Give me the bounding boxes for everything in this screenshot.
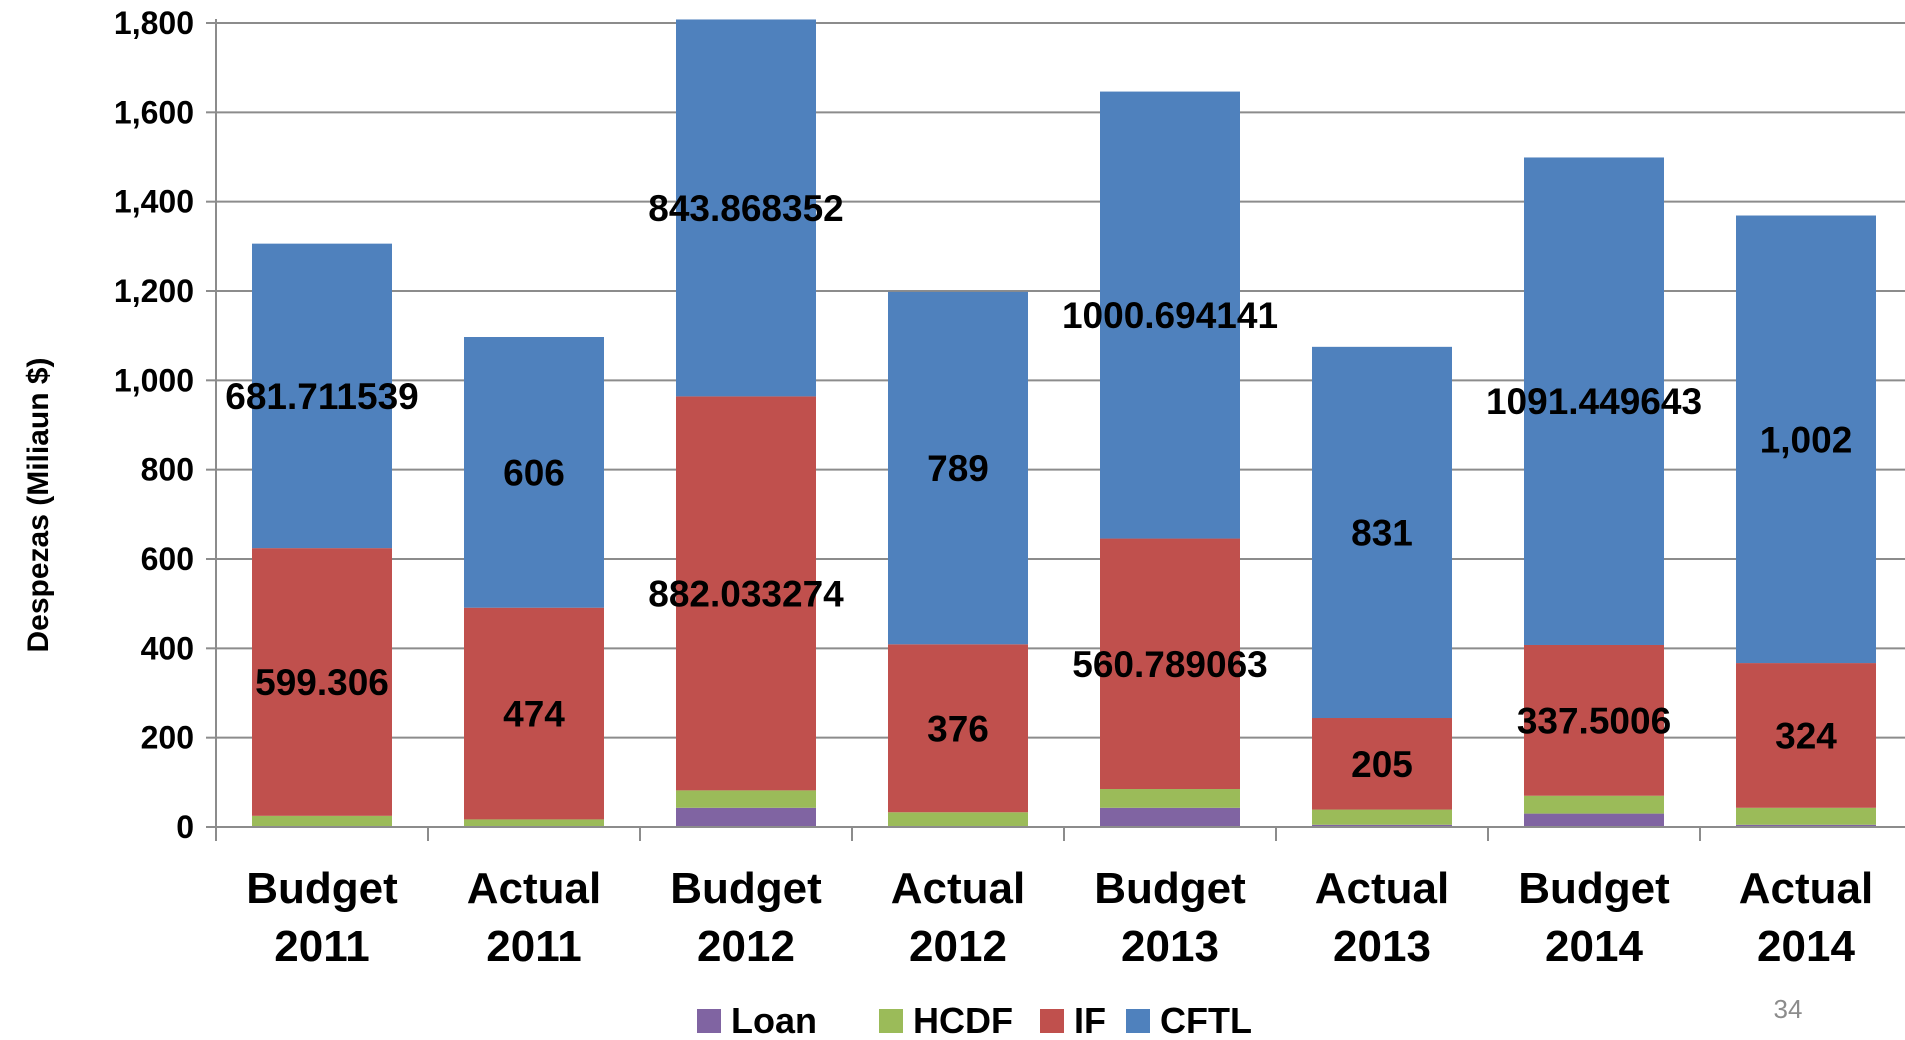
x-category-label: 2013 — [1333, 922, 1431, 971]
bar-cftl — [1736, 215, 1876, 664]
bar-hcdf — [888, 812, 1028, 827]
data-label-cftl: 843.868352 — [648, 188, 843, 229]
data-label-if: 337.5006 — [1517, 700, 1671, 741]
bar-if — [252, 548, 392, 816]
y-tick-label: 1,200 — [114, 273, 194, 309]
legend: Loan HCDF IF CFTL — [697, 1000, 1252, 1040]
bar-if — [464, 607, 604, 820]
bar-if — [1312, 718, 1452, 810]
x-category-labels: Budget 2011 Actual 2011 Budget 2012 Actual 2012… — [246, 864, 1873, 971]
bar-if — [888, 644, 1028, 813]
data-label-cftl: 681.711539 — [225, 376, 418, 417]
bar-if — [1100, 538, 1240, 790]
data-label-cftl: 1091.449643 — [1486, 381, 1702, 422]
bars — [252, 19, 1876, 827]
bar-cftl — [1100, 91, 1240, 539]
bar-hcdf — [1736, 807, 1876, 825]
data-label-if: 560.789063 — [1072, 644, 1267, 685]
y-tick-label: 1,000 — [114, 362, 194, 398]
data-label-cftl: 789 — [927, 448, 989, 489]
bar-cftl — [1312, 346, 1452, 719]
data-label-cftl: 1,002 — [1760, 419, 1853, 460]
bar-loan — [1524, 813, 1664, 827]
legend-swatch-hcdf — [879, 1009, 903, 1033]
x-category-label: 2011 — [486, 922, 581, 971]
bar-hcdf — [1524, 795, 1664, 814]
data-label-if: 882.033274 — [648, 573, 844, 614]
data-label-if: 599.306 — [255, 662, 389, 703]
bar-loan — [676, 807, 816, 827]
legend-swatch-if — [1040, 1009, 1064, 1033]
bar-if — [1524, 644, 1664, 796]
data-label-cftl: 1000.694141 — [1062, 295, 1278, 336]
legend-label-if: IF — [1074, 1000, 1106, 1040]
legend-label-hcdf: HCDF — [913, 1000, 1013, 1040]
y-tick-label: 600 — [141, 541, 194, 577]
bar-cftl — [888, 291, 1028, 645]
y-tick-label: 400 — [141, 630, 194, 666]
y-tick-label: 1,400 — [114, 184, 194, 220]
axes — [206, 19, 1905, 841]
x-category-label: Actual — [467, 864, 601, 913]
bar-loan — [1100, 807, 1240, 827]
bar-if — [1736, 663, 1876, 808]
data-label-if: 474 — [503, 694, 565, 735]
data-label-cftl: 831 — [1351, 512, 1413, 553]
bar-hcdf — [252, 815, 392, 827]
x-category-label: 2014 — [1545, 922, 1643, 971]
y-tick-label: 800 — [141, 452, 194, 488]
data-label-if: 376 — [927, 708, 989, 749]
page-number: 34 — [1774, 994, 1803, 1024]
data-label-if: 205 — [1351, 744, 1413, 785]
bar-cftl — [464, 337, 604, 608]
bar-cftl — [676, 19, 816, 397]
y-tick-label: 1,600 — [114, 94, 194, 130]
bar-loan — [1312, 824, 1452, 827]
x-category-label: Budget — [670, 864, 822, 913]
x-category-label: Actual — [891, 864, 1025, 913]
bar-if — [676, 396, 816, 791]
bar-cftl — [252, 243, 392, 549]
x-category-label: 2011 — [274, 922, 369, 971]
bar-cftl — [1524, 157, 1664, 645]
y-tick-label: 0 — [176, 809, 194, 845]
data-label-cftl: 606 — [503, 452, 565, 493]
y-tick-labels: 0 200 400 600 800 1,000 1,200 1,400 1,600 1,800 — [114, 5, 194, 845]
x-category-label: Budget — [1094, 864, 1246, 913]
data-labels: 599.306 474 882.033274 376 560.789063 205 337.… — [225, 188, 1852, 785]
legend-swatch-loan — [697, 1009, 721, 1033]
bar-hcdf — [1312, 809, 1452, 825]
x-category-label: Budget — [246, 864, 398, 913]
legend-label-loan: Loan — [731, 1000, 817, 1040]
x-category-label: 2014 — [1757, 922, 1855, 971]
x-category-label: 2013 — [1121, 922, 1219, 971]
x-category-label: Budget — [1518, 864, 1670, 913]
legend-swatch-cftl — [1126, 1009, 1150, 1033]
bar-hcdf — [1100, 789, 1240, 808]
data-label-if: 324 — [1775, 715, 1837, 756]
y-tick-label: 200 — [141, 720, 194, 756]
bar-loan — [1736, 824, 1876, 827]
y-axis-title: Despezas (Miliaun $) — [22, 357, 55, 652]
y-tick-label: 1,800 — [114, 5, 194, 41]
x-category-label: Actual — [1315, 864, 1449, 913]
x-category-label: Actual — [1739, 864, 1873, 913]
x-category-label: 2012 — [909, 922, 1007, 971]
x-category-label: 2012 — [697, 922, 795, 971]
legend-label-cftl: CFTL — [1160, 1000, 1252, 1040]
bar-hcdf — [676, 790, 816, 808]
bar-hcdf — [464, 819, 604, 827]
